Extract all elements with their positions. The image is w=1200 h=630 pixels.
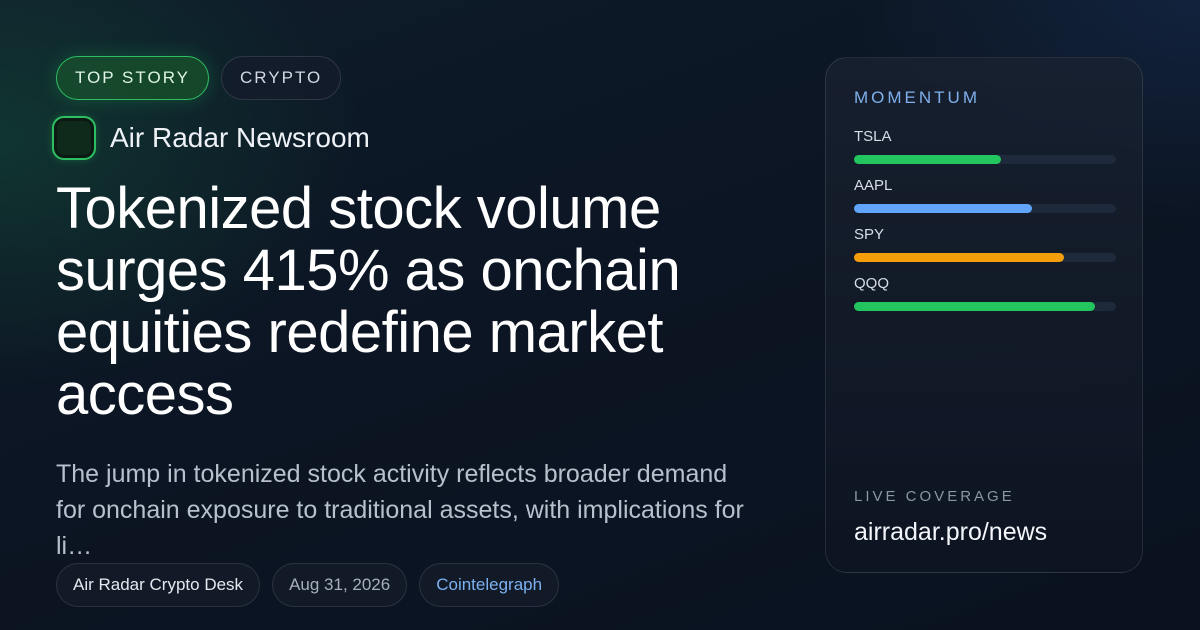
source: Air Radar Newsroom — [52, 116, 370, 160]
momentum-track — [854, 302, 1116, 311]
momentum-label: TSLA — [854, 128, 892, 145]
momentum-bar — [854, 155, 1001, 164]
publisher-link[interactable]: Cointelegraph — [419, 563, 560, 607]
tag-list: TOP STORY CRYPTO — [56, 56, 342, 100]
momentum-label: SPY — [854, 226, 885, 243]
tag-top-story[interactable]: TOP STORY — [56, 56, 210, 100]
momentum-item-spy: SPY — [854, 226, 1116, 262]
momentum-track — [854, 253, 1116, 262]
momentum-bar — [854, 253, 1064, 262]
momentum-item-qqq: QQQ — [854, 275, 1116, 311]
author-pill: Air Radar Crypto Desk — [56, 563, 261, 607]
momentum-panel: MOMENTUM TSLA AAPL SPY QQQ LIVE COVERAGE… — [825, 57, 1143, 573]
summary: The jump in tokenized stock activity ref… — [56, 460, 744, 560]
momentum-track — [854, 155, 1116, 164]
source-name: Air Radar Newsroom — [110, 122, 370, 153]
momentum-label: QQQ — [854, 275, 890, 292]
meta-list: Air Radar Crypto Desk Aug 31, 2026 Coint… — [56, 563, 560, 607]
live-coverage-label: LIVE COVERAGE — [854, 488, 1015, 505]
panel-title: MOMENTUM — [854, 88, 980, 107]
momentum-track — [854, 204, 1116, 213]
momentum-item-tsla: TSLA — [854, 128, 1116, 164]
momentum-item-aapl: AAPL — [854, 177, 1116, 213]
headline: Tokenized stock volume surges 415% as on… — [56, 176, 681, 427]
momentum-bar — [854, 204, 1033, 213]
live-coverage-link[interactable]: airradar.pro/news — [854, 518, 1048, 546]
momentum-bar — [854, 302, 1096, 311]
momentum-label: AAPL — [854, 177, 893, 194]
source-logo-icon — [52, 116, 96, 160]
date-pill: Aug 31, 2026 — [272, 563, 408, 607]
tag-crypto[interactable]: CRYPTO — [221, 56, 342, 100]
